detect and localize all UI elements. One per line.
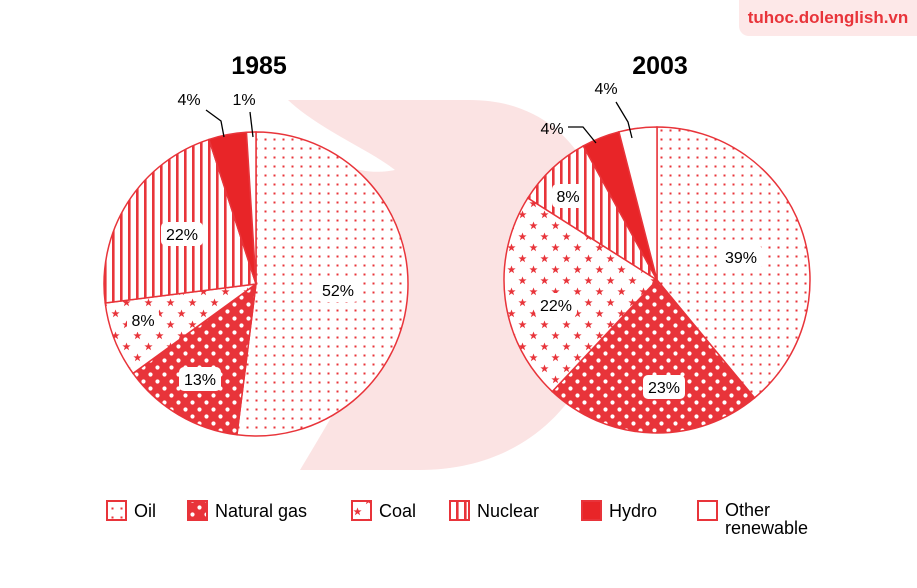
data-label-background	[535, 293, 577, 317]
data-label-background	[161, 222, 203, 246]
data-label-nuclear: 8%	[556, 189, 579, 206]
pie-slice-coal	[503, 196, 659, 393]
chart-title: 1985	[231, 52, 287, 80]
pie-slice-other-renewable	[618, 126, 658, 281]
legend-label-natural-gas: Natural gas	[215, 501, 307, 521]
pie-chart-1985: 1985 52% 13% 8% 22% 4% 1%	[103, 52, 409, 437]
legend-swatch-natural-gas	[187, 500, 208, 521]
legend-swatch-oil	[106, 500, 127, 521]
chart-title: 2003	[632, 52, 688, 80]
data-label-other-renewable: 4%	[594, 81, 617, 98]
legend: Oil Natural gas Coal Nuclear Hydro Other renew…	[106, 500, 808, 538]
data-label-natural-gas: 13%	[184, 372, 216, 389]
data-label-coal: 22%	[540, 298, 572, 315]
legend-label-coal: Coal	[379, 501, 416, 521]
data-label-natural-gas: 23%	[648, 380, 680, 397]
data-label-background	[643, 375, 685, 399]
pie-slice-natural-gas	[131, 282, 257, 436]
pie-slice-natural-gas	[551, 278, 756, 434]
pie-chart-2003: 2003 39% 23% 22% 8% 4% 4%	[503, 52, 811, 434]
legend-swatch-nuclear	[449, 500, 470, 521]
leader-line	[205, 109, 225, 138]
data-label-other-renewable: 1%	[232, 92, 255, 109]
legend-label-hydro: Hydro	[609, 501, 657, 521]
legend-swatch-other-renewable	[697, 500, 718, 521]
data-label-coal: 8%	[131, 313, 154, 330]
leader-line	[568, 126, 597, 144]
data-label-background	[720, 245, 762, 269]
data-label-background	[127, 308, 159, 332]
legend-swatch-coal	[351, 500, 372, 521]
data-label-oil: 39%	[725, 250, 757, 267]
pie-slice-nuclear	[103, 138, 257, 304]
leader-line	[615, 101, 633, 139]
data-label-background	[552, 184, 584, 208]
site-brand[interactable]: tuhoc.dolenglish.vn	[739, 0, 917, 36]
data-label-hydro: 4%	[540, 121, 563, 138]
data-label-oil: 52%	[322, 283, 354, 300]
leader-line	[249, 111, 254, 138]
data-label-background	[179, 367, 221, 391]
pie-slice-other-renewable	[245, 131, 257, 285]
data-label-background	[317, 278, 359, 302]
legend-label-other-renewable: Other renewable	[725, 500, 808, 538]
data-label-hydro: 4%	[177, 92, 200, 109]
legend-label-oil: Oil	[134, 501, 156, 521]
legend-label-nuclear: Nuclear	[477, 501, 539, 521]
data-label-nuclear: 22%	[166, 227, 198, 244]
legend-swatch-hydro	[581, 500, 602, 521]
